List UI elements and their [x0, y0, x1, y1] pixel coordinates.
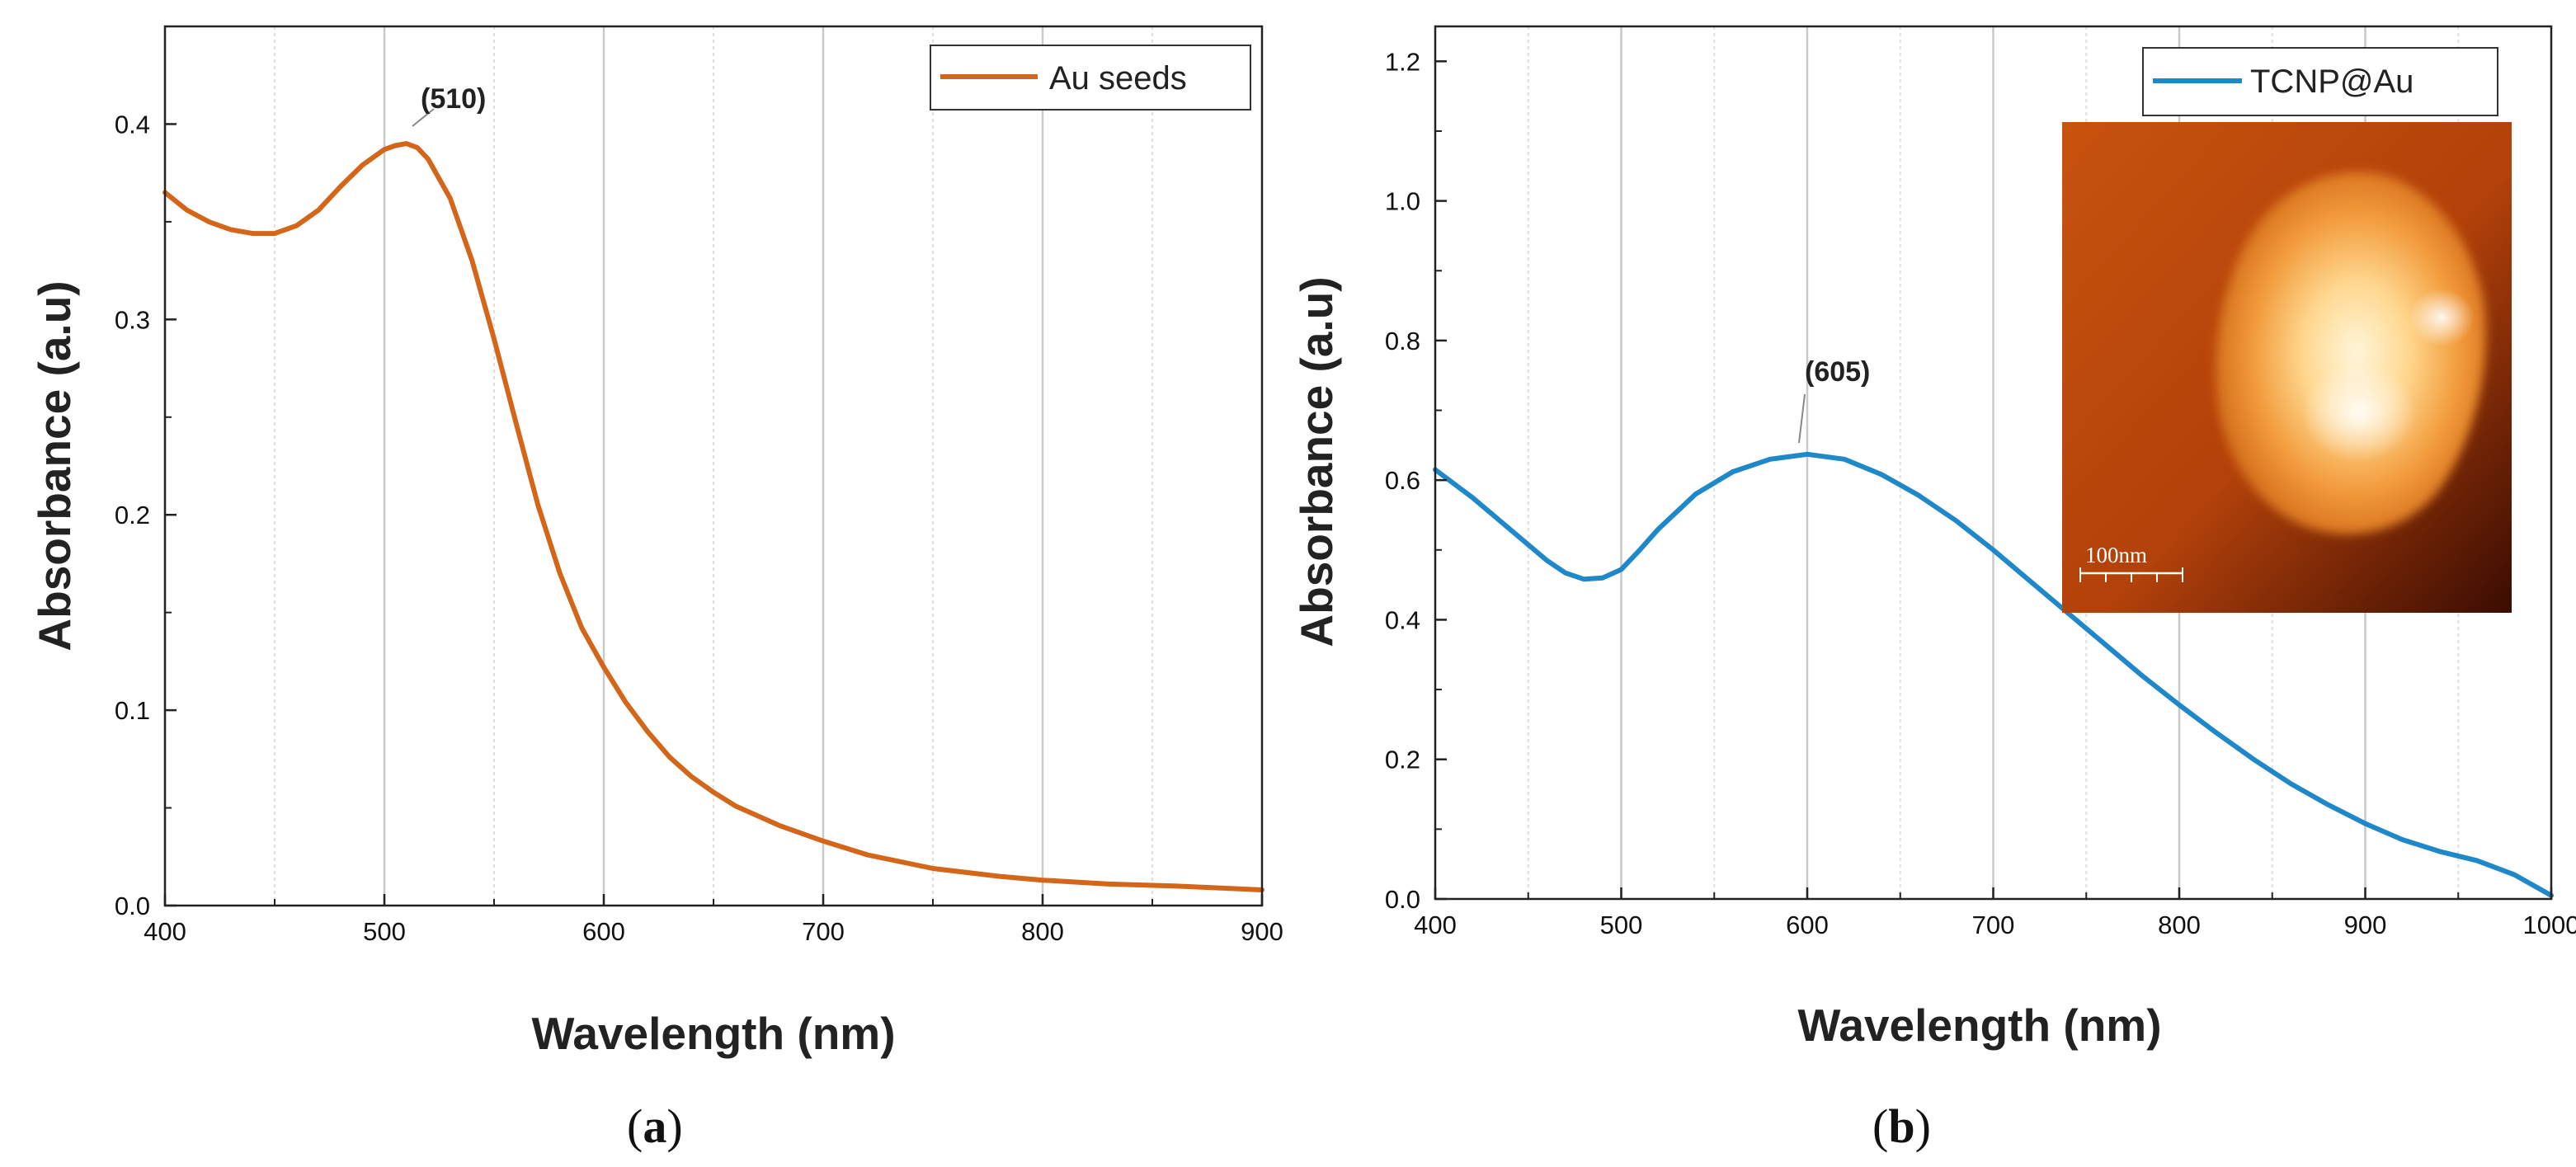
y-tick-label: 1.2 [1385, 47, 1420, 76]
panel-a-ticks: 400 500 600 700 800 900 0.0 0.1 0.2 0.3 0.4 [115, 26, 1283, 946]
y-tick-label: 0.2 [1385, 746, 1420, 774]
panel-a-grid [274, 26, 1153, 906]
y-tick-label: 0.2 [115, 501, 150, 529]
panel-b-peak-label: (605) [1805, 356, 1870, 388]
panel-b-x-axis-label: Wavelength (nm) [1797, 1000, 2161, 1051]
panel-a-y-axis-label: Absorbance (a.u) [29, 280, 80, 651]
x-tick-label: 800 [2158, 911, 2201, 939]
x-tick-label: 600 [582, 917, 625, 946]
panel-b-legend: TCNP@Au [2142, 47, 2498, 116]
y-tick-label: 0.1 [115, 696, 150, 725]
panel-a-peak-label: (510) [421, 83, 486, 115]
y-tick-label: 0.0 [115, 892, 150, 920]
y-tick-label: 0.3 [115, 305, 150, 334]
inset-highlight [2409, 289, 2475, 346]
inset-grain [2216, 172, 2486, 534]
x-tick-label: 600 [1786, 911, 1829, 939]
series-tcnp-au-line [1433, 451, 2554, 898]
x-tick-label: 700 [1972, 911, 2015, 939]
panel-a-letter: a [643, 1099, 666, 1153]
panel-a-legend: Au seeds [930, 45, 1251, 111]
y-tick-label: 1.0 [1385, 187, 1420, 216]
panel-b: 400 500 600 700 800 900 1000 0.0 0.2 0.4 0.6 0.8 1.0… [1291, 25, 2576, 1153]
x-tick-label: 500 [363, 917, 406, 946]
panel-b-y-axis-label: Absorbance (a.u) [1291, 276, 1342, 647]
y-tick-label: 0.8 [1385, 327, 1420, 355]
panel-a-legend-label: Au seeds [1049, 60, 1187, 96]
y-tick-label: 0.6 [1385, 466, 1420, 495]
inset-scale-bar-label: 100nm [2085, 543, 2147, 567]
x-tick-label: 800 [1021, 917, 1064, 946]
y-tick-label: 0.4 [115, 110, 150, 139]
inset-scale-bar: 100nm [2079, 543, 2183, 582]
x-tick-label: 400 [1414, 911, 1457, 939]
panel-a-caption: (a) [627, 1099, 683, 1153]
panel-a-series [162, 141, 1264, 892]
panel-b-letter: b [1888, 1099, 1914, 1153]
x-tick-label: 700 [802, 917, 845, 946]
x-tick-label: 400 [144, 917, 186, 946]
x-tick-label: 500 [1600, 911, 1643, 939]
panel-a-peak-leader [412, 108, 435, 127]
panel-b-inset-image: 100nm [2062, 122, 2512, 613]
x-tick-label: 900 [1241, 917, 1283, 946]
inset-highlight [2301, 363, 2417, 462]
x-tick-label: 1000 [2523, 911, 2576, 939]
panel-b-ticks: 400 500 600 700 800 900 1000 0.0 0.2 0.4 0.6 0.8 1.0… [1385, 47, 2576, 939]
panel-a-x-axis-label: Wavelength (nm) [531, 1008, 895, 1059]
panel-b-peak-leader [1798, 393, 1806, 444]
panel-b-series [1433, 451, 2554, 898]
panel-b-caption: (b) [1872, 1099, 1931, 1153]
y-tick-label: 0.0 [1385, 885, 1420, 914]
y-tick-label: 0.4 [1385, 605, 1420, 634]
series-au-seeds-line [162, 141, 1264, 892]
x-tick-label: 900 [2344, 911, 2387, 939]
panel-b-legend-label: TCNP@Au [2250, 64, 2414, 100]
